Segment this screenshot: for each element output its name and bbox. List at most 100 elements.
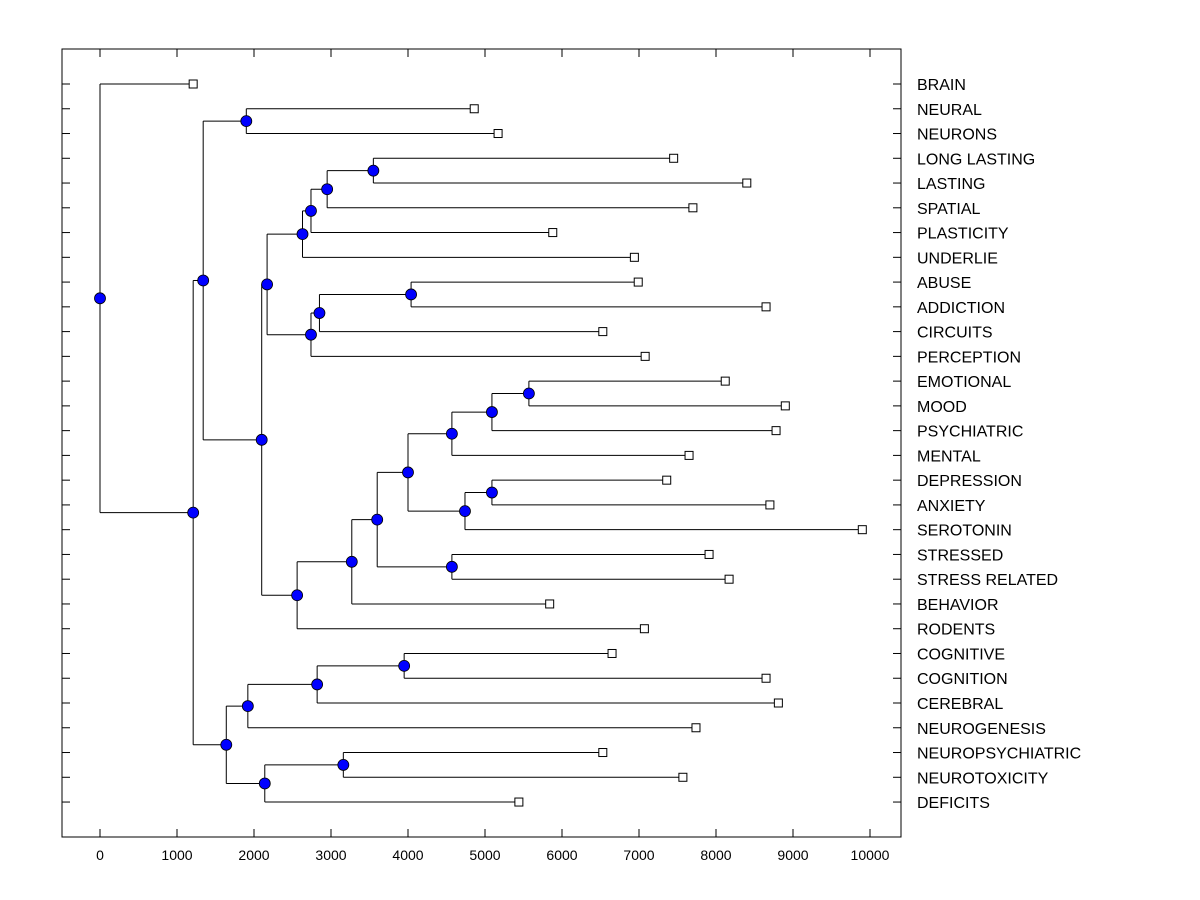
merge-node: [240, 115, 253, 128]
merge-node: [305, 204, 317, 217]
merge-node: [345, 555, 358, 568]
merge-node: [291, 589, 304, 602]
merge-node: [445, 560, 458, 573]
leaf-label: SPATIAL: [917, 201, 981, 218]
x-tick-label: 2000: [238, 847, 269, 863]
merge-node: [459, 505, 471, 518]
merge-node: [296, 228, 309, 241]
merge-node: [241, 700, 254, 712]
leaf-marker: [607, 648, 617, 658]
leaf-label: ABUSE: [917, 275, 971, 292]
leaf-label: NEUROPSYCHIATRIC: [917, 746, 1081, 763]
leaf-label: STRESSED: [917, 547, 1003, 564]
merge-node: [522, 387, 535, 400]
leaf-marker: [761, 673, 771, 683]
leaf-label: ANXIETY: [917, 498, 986, 515]
leaf-marker: [640, 351, 650, 361]
leaf-marker: [857, 525, 867, 535]
leaf-label: LASTING: [917, 176, 985, 193]
tree-nodes: [94, 79, 867, 807]
x-tick-label: 8000: [700, 847, 731, 863]
x-tick-label: 0: [96, 847, 104, 863]
merge-node: [187, 506, 200, 519]
leaf-marker: [514, 797, 524, 807]
merge-node: [94, 292, 106, 305]
leaf-label: LONG LASTING: [917, 151, 1035, 168]
leaf-label: ADDICTION: [917, 300, 1005, 317]
leaf-label: DEFICITS: [917, 795, 990, 812]
x-tick-label: 4000: [392, 847, 423, 863]
leaf-marker: [545, 599, 555, 609]
leaf-label: CIRCUITS: [917, 325, 993, 342]
leaf-label: COGNITION: [917, 671, 1008, 688]
leaf-marker: [771, 426, 781, 436]
leaf-label: MOOD: [917, 399, 967, 416]
leaf-label: COGNITIVE: [917, 646, 1005, 663]
leaf-marker: [598, 748, 608, 758]
merge-node: [258, 777, 271, 790]
merge-node: [261, 278, 273, 291]
leaf-marker: [724, 574, 734, 584]
leaf-marker: [691, 723, 701, 733]
tree-edges: [99, 83, 863, 803]
leaf-label: DEPRESSION: [917, 473, 1022, 490]
leaf-marker: [773, 698, 783, 708]
x-tick-label: 6000: [546, 847, 577, 863]
merge-node: [311, 678, 324, 691]
leaf-marker: [669, 153, 679, 163]
leaf-marker: [629, 252, 639, 262]
x-tick-label: 5000: [469, 847, 500, 863]
axis-ticks: 0 1000 2000 3000 4000 5000 6000 7000 8000 9000 100…: [62, 49, 901, 863]
leaf-marker: [598, 327, 608, 337]
leaf-marker: [639, 624, 649, 634]
leaf-label: MENTAL: [917, 448, 981, 465]
leaf-label: PLASTICITY: [917, 226, 1009, 243]
merge-node: [197, 274, 210, 287]
leaf-marker: [761, 302, 771, 312]
leaf-marker: [469, 104, 479, 114]
leaf-marker: [765, 500, 775, 510]
leaf-label: RODENTS: [917, 622, 995, 639]
leaf-marker: [742, 178, 752, 188]
leaf-label: SEROTONIN: [917, 523, 1012, 540]
leaf-label: NEUROTOXICITY: [917, 770, 1049, 787]
merge-node: [255, 433, 268, 446]
x-tick-label: 3000: [315, 847, 346, 863]
merge-node: [367, 164, 380, 177]
merge-node: [398, 659, 411, 672]
leaf-label: STRESS RELATED: [917, 572, 1058, 589]
x-tick-label: 9000: [777, 847, 808, 863]
merge-node: [486, 406, 498, 418]
merge-node: [313, 307, 326, 319]
leaf-marker: [678, 772, 688, 782]
merge-node: [305, 328, 317, 341]
leaf-marker: [662, 475, 672, 485]
leaf-label: PSYCHIATRIC: [917, 424, 1023, 441]
merge-node: [337, 759, 350, 771]
leaf-labels: BRAIN NEURAL NEURONS LONG LASTING LASTING SPA…: [917, 77, 1081, 812]
leaf-label: EMOTIONAL: [917, 374, 1011, 391]
leaf-label: NEURAL: [917, 102, 982, 119]
merge-node: [445, 427, 458, 440]
x-tick-label: 10000: [851, 847, 890, 863]
leaf-marker: [188, 79, 198, 89]
leaf-marker: [688, 203, 698, 213]
x-tick-label: 1000: [161, 847, 192, 863]
merge-node: [402, 466, 414, 479]
plot-frame: [61, 48, 902, 838]
leaf-label: CEREBRAL: [917, 696, 1003, 713]
leaf-marker: [780, 401, 790, 411]
leaf-label: BEHAVIOR: [917, 597, 999, 614]
merge-node: [220, 738, 233, 751]
leaf-label: BRAIN: [917, 77, 966, 94]
leaf-marker: [720, 376, 730, 386]
merge-node: [371, 513, 384, 526]
x-tick-label: 7000: [623, 847, 654, 863]
leaf-marker: [493, 129, 503, 139]
leaf-marker: [704, 549, 714, 559]
merge-node: [486, 486, 498, 499]
leaf-marker: [548, 228, 558, 238]
leaf-label: NEURONS: [917, 127, 997, 144]
leaf-label: PERCEPTION: [917, 349, 1021, 366]
